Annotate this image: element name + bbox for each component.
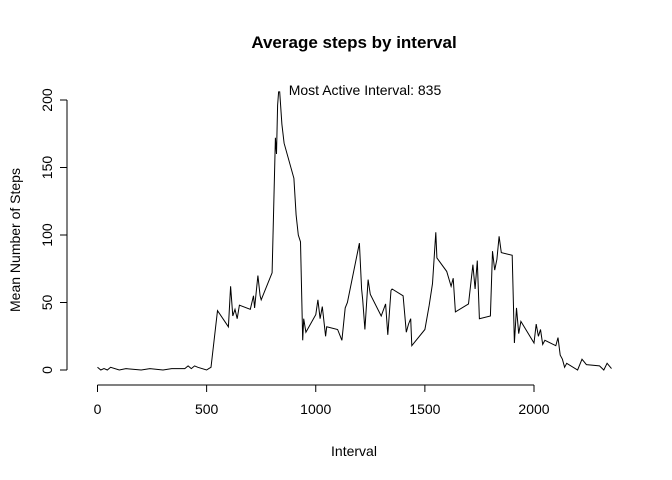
series-layer bbox=[97, 91, 612, 371]
x-tick-label: 1500 bbox=[409, 401, 440, 417]
y-tick-label: 50 bbox=[39, 295, 55, 311]
y-tick-label: 200 bbox=[39, 88, 55, 112]
series-line bbox=[97, 91, 612, 371]
y-axis: 0 50 100 150 200 bbox=[39, 88, 68, 374]
x-tick-label: 0 bbox=[94, 401, 102, 417]
x-tick-label: 1000 bbox=[300, 401, 331, 417]
y-tick-label: 100 bbox=[39, 223, 55, 247]
y-tick-label: 0 bbox=[39, 366, 55, 374]
y-axis-label: Mean Number of Steps bbox=[7, 168, 23, 312]
x-tick-label: 500 bbox=[195, 401, 219, 417]
x-axis-label: Interval bbox=[331, 443, 377, 459]
x-tick-label: 2000 bbox=[518, 401, 549, 417]
annotation-most-active-interval: Most Active Interval: 835 bbox=[289, 82, 442, 98]
chart-title: Average steps by interval bbox=[251, 33, 456, 52]
y-tick-label: 150 bbox=[39, 156, 55, 180]
x-axis: 0 500 1000 1500 2000 bbox=[94, 384, 550, 417]
